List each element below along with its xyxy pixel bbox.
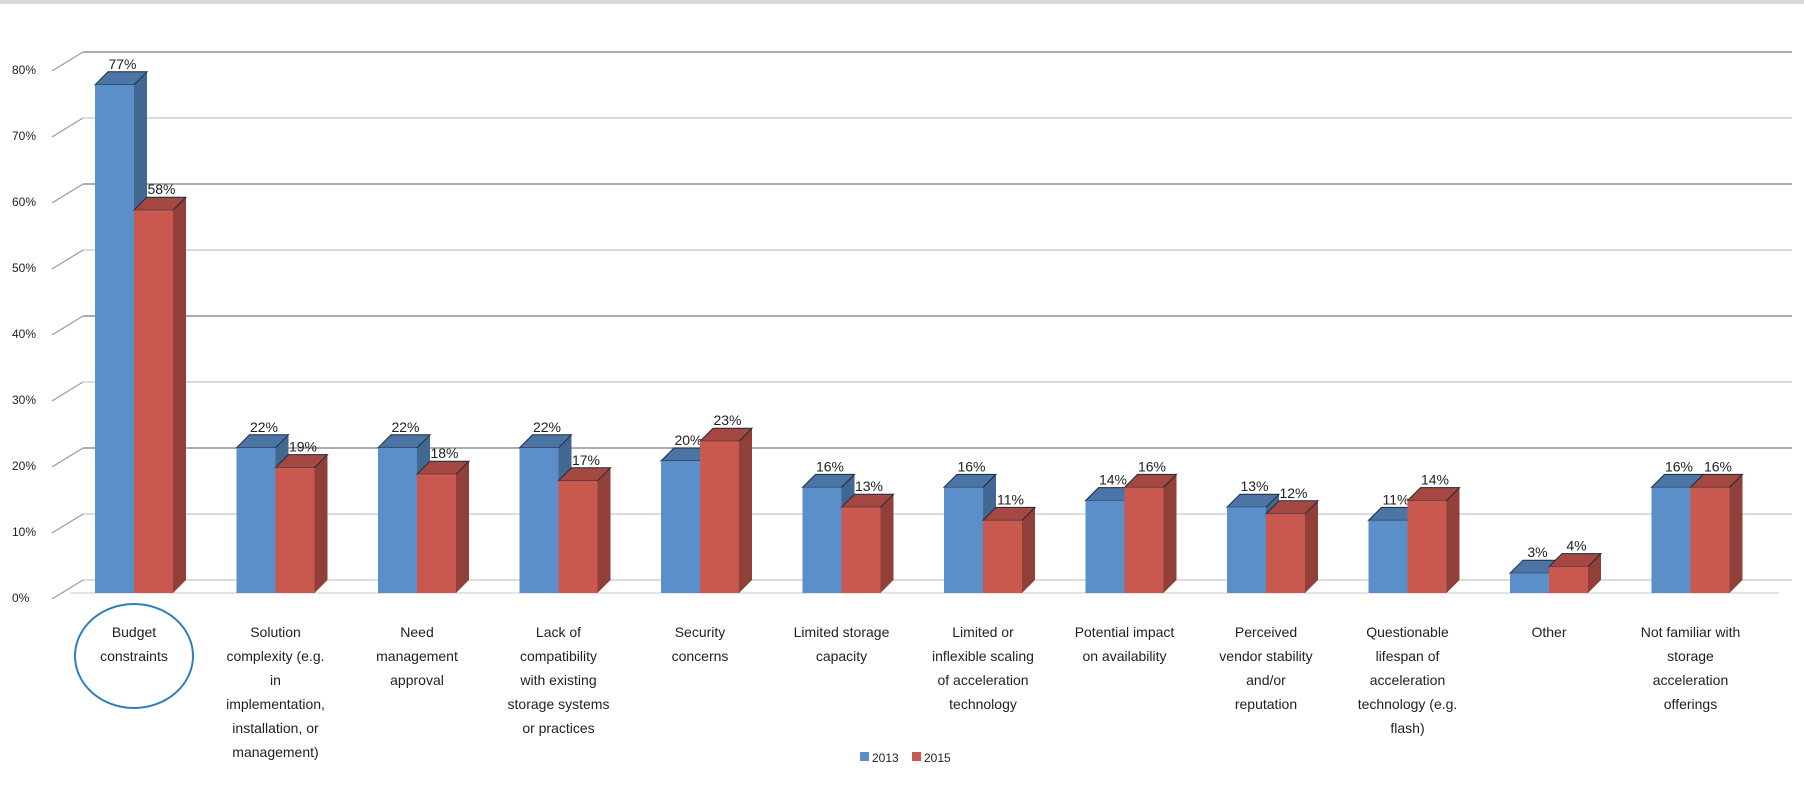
bar-2015 — [983, 520, 1022, 593]
data-label: 19% — [289, 439, 317, 455]
y-tick-label: 40% — [12, 327, 36, 341]
axis-depth-tick — [51, 447, 84, 468]
data-label: 13% — [855, 478, 883, 494]
y-tick-label: 0% — [12, 591, 30, 605]
data-label: 20% — [674, 432, 702, 448]
bar-2013 — [236, 447, 276, 593]
axis-depth-tick — [51, 381, 84, 402]
bar-2013 — [661, 461, 700, 593]
category-label: Perceived vendor stability and/or reputatio… — [1219, 624, 1312, 712]
y-tick-label: 50% — [12, 261, 36, 275]
bar-2015 — [1690, 487, 1730, 593]
bar-side — [1022, 507, 1035, 593]
bar-side — [597, 467, 611, 593]
data-label: 22% — [533, 419, 561, 435]
category-label: Other — [1531, 624, 1566, 640]
legend-swatch-2015 — [912, 752, 921, 761]
bar-side — [1163, 474, 1177, 593]
bar-2015 — [134, 210, 173, 593]
bar-side — [739, 428, 752, 593]
bar-2015 — [1124, 487, 1164, 593]
data-label: 17% — [572, 452, 600, 468]
axis-depth-tick — [51, 513, 84, 534]
legend-label: 2013 — [872, 751, 899, 765]
bar-side — [456, 461, 469, 593]
data-label: 11% — [997, 491, 1024, 507]
bar-2013 — [1085, 500, 1125, 593]
category-label: Potential impact on availability — [1075, 624, 1175, 664]
bar-2013 — [1510, 573, 1549, 593]
bar-2013 — [95, 84, 134, 594]
data-label: 16% — [1138, 458, 1166, 474]
bar-2015 — [1407, 500, 1447, 593]
bar-2015 — [841, 507, 881, 593]
data-label: 18% — [430, 445, 458, 461]
axis-depth-tick — [51, 249, 84, 270]
category-label: Security concerns — [672, 624, 729, 664]
category-label: Solution complexity (e.g. in implementation… — [226, 624, 325, 760]
axis-depth-tick — [51, 315, 84, 336]
y-tick-label: 70% — [12, 129, 36, 143]
category-label: Limited or inflexible scaling of accelerat… — [932, 624, 1034, 712]
category-label: Need management approval — [376, 624, 458, 688]
legend-swatch-2013 — [860, 752, 869, 761]
bar-side — [173, 197, 186, 593]
bar-side — [314, 454, 328, 593]
bar-side — [1729, 474, 1743, 593]
category-label: Questionable lifespan of acceleration techn… — [1358, 624, 1458, 736]
category-label: Budget constraints — [100, 624, 168, 664]
bar-2013 — [802, 487, 842, 593]
data-label: 77% — [108, 56, 136, 72]
highlight-circle — [74, 603, 194, 709]
data-label: 16% — [1665, 458, 1693, 474]
bar-2013 — [944, 487, 983, 593]
bar-2015 — [558, 480, 598, 593]
y-tick-label: 60% — [12, 195, 36, 209]
data-label: 58% — [147, 181, 175, 197]
category-label: Not familiar with storage acceleration offe… — [1641, 624, 1741, 712]
top-border — [0, 0, 1804, 4]
y-tick-label: 80% — [12, 63, 36, 77]
bar-2013 — [1368, 520, 1408, 593]
axis-depth-tick — [51, 183, 84, 204]
data-label: 12% — [1279, 485, 1307, 501]
data-label: 14% — [1099, 472, 1127, 488]
bar-2015 — [700, 441, 739, 593]
bar-2015 — [1266, 513, 1305, 593]
bar-2013 — [519, 447, 559, 593]
data-label: 22% — [250, 419, 278, 435]
axis-depth-tick — [51, 117, 84, 138]
bar-side — [880, 494, 894, 593]
bar-2015 — [1549, 566, 1588, 593]
data-label: 11% — [1383, 491, 1410, 507]
y-tick-label: 10% — [12, 525, 36, 539]
data-label: 16% — [1704, 458, 1732, 474]
bar-2013 — [1651, 487, 1691, 593]
category-label: Limited storage capacity — [794, 624, 890, 664]
legend-label: 2015 — [924, 751, 951, 765]
y-tick-label: 30% — [12, 393, 36, 407]
y-tick-label: 20% — [12, 459, 36, 473]
bar-2015 — [275, 467, 315, 593]
category-label: Lack of compatibility with existing storage… — [508, 624, 610, 736]
data-label: 4% — [1566, 538, 1586, 554]
axis-depth-tick — [51, 51, 84, 72]
data-label: 23% — [713, 412, 741, 428]
bar-2013 — [378, 447, 417, 593]
bar-2015 — [417, 474, 456, 593]
data-label: 22% — [391, 419, 419, 435]
data-label: 16% — [816, 458, 844, 474]
bar-2013 — [1227, 507, 1266, 593]
axis-depth-tick — [51, 579, 84, 600]
data-label: 3% — [1527, 544, 1547, 560]
bar-side — [1446, 487, 1460, 593]
bar-side — [1305, 500, 1318, 593]
data-label: 13% — [1240, 478, 1268, 494]
data-label: 14% — [1421, 472, 1449, 488]
data-label: 16% — [957, 458, 985, 474]
